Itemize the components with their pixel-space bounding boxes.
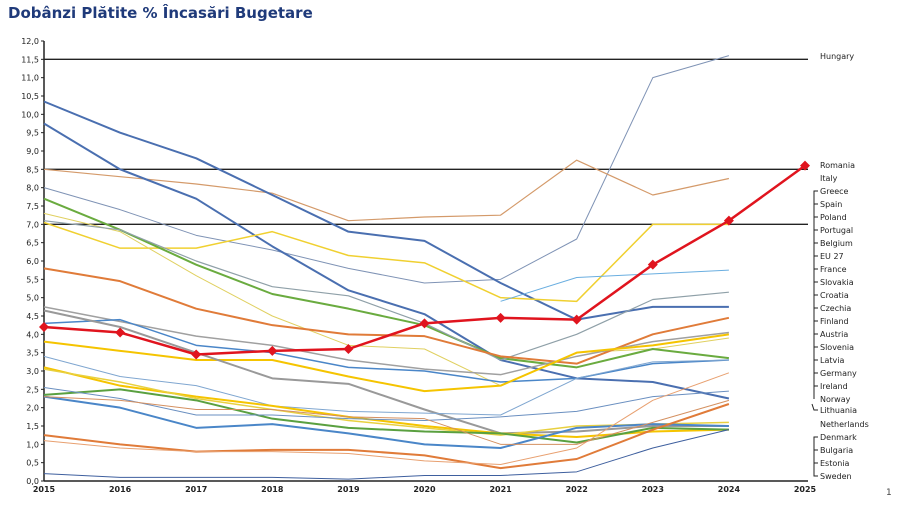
data-point-romania: [723, 215, 734, 226]
series-line: [43, 318, 729, 383]
data-point-romania: [39, 322, 49, 332]
x-tick-label: 2022: [566, 485, 588, 494]
y-tick-label: 11,5: [21, 55, 39, 64]
legend-label-austria: Austria: [820, 330, 848, 339]
series-line: [43, 333, 730, 393]
y-tick-label: 9,5: [26, 129, 39, 138]
series-line-hungary: [43, 55, 730, 284]
data-point-romania: [495, 312, 506, 323]
x-tick-label: 2021: [489, 485, 512, 494]
series-line: [43, 309, 729, 435]
x-tick-label: 2017: [185, 485, 207, 494]
y-tick-label: 7,5: [26, 202, 39, 211]
data-point-romania: [343, 344, 354, 354]
legend-label-finland: Finland: [820, 317, 849, 326]
data-point-romania: [191, 349, 202, 360]
legend-label-hungary: Hungary: [820, 52, 854, 61]
legend-label-ireland: Ireland: [820, 382, 848, 391]
y-tick-label: 2,0: [26, 404, 39, 413]
series-line: [43, 221, 729, 303]
legend-label-croatia: Croatia: [820, 291, 849, 300]
series-line: [43, 372, 730, 465]
y-tick-label: 6,0: [26, 257, 39, 266]
y-tick-label: 0,0: [26, 477, 39, 486]
legend-label-italy: Italy: [820, 174, 838, 183]
x-tick-label: 2015: [33, 485, 56, 494]
series-line: [43, 388, 729, 444]
y-tick-label: 1,0: [26, 440, 39, 449]
data-point-romania: [647, 259, 658, 270]
series-line: [43, 122, 730, 400]
data-point-romania: [800, 160, 810, 171]
legend-label-poland: Poland: [820, 213, 847, 222]
data-point-romania: [115, 327, 126, 338]
x-tick-label: 2024: [718, 485, 741, 494]
series-line: [43, 395, 729, 449]
legend-label-spain: Spain: [820, 200, 842, 209]
legend-label-czechia: Czechia: [820, 304, 851, 313]
y-tick-label: 3,0: [26, 367, 39, 376]
y-tick-label: 8,5: [26, 165, 39, 174]
legend-label-sweden: Sweden: [820, 472, 852, 481]
y-tick-label: 1,5: [26, 422, 39, 431]
y-tick-label: 10,0: [21, 110, 39, 119]
y-tick-label: 5,0: [26, 294, 39, 303]
legend-label-belgium: Belgium: [820, 239, 853, 248]
series-line: [43, 355, 729, 416]
x-tick-label: 2019: [337, 485, 360, 494]
legend-label-lithuania: Lithuania: [820, 406, 857, 415]
x-tick-label: 2023: [642, 485, 664, 494]
legend-label-estonia: Estonia: [820, 459, 850, 468]
legend-label-bulgaria: Bulgaria: [820, 446, 853, 455]
x-tick-label: 2016: [109, 485, 132, 494]
legend-label-denmark: Denmark: [820, 433, 857, 442]
legend-label-latvia: Latvia: [820, 356, 844, 365]
series-line: [43, 212, 729, 387]
x-tick-label: 2020: [413, 485, 436, 494]
legend-label-slovenia: Slovenia: [820, 343, 854, 352]
legend-label-germany: Germany: [820, 369, 857, 378]
data-point-romania: [419, 318, 430, 329]
y-tick-label: 11,0: [21, 74, 39, 83]
y-tick-label: 9,0: [26, 147, 39, 156]
page-number: 1: [886, 488, 892, 498]
legend-label-portugal: Portugal: [820, 226, 853, 235]
series-line: [43, 403, 730, 470]
series-line: [43, 197, 730, 369]
legend-bracket: [811, 403, 818, 411]
y-tick-label: 4,5: [26, 312, 39, 321]
chart-title: Dobânzi Plătite % Încasări Bugetare: [8, 4, 313, 22]
legend-bracket: [813, 436, 818, 477]
series-line-italy: [43, 159, 730, 222]
y-tick-label: 4,0: [26, 330, 39, 339]
y-tick-label: 2,5: [26, 385, 39, 394]
series-line: [500, 269, 729, 302]
y-tick-label: 8,0: [26, 184, 39, 193]
legend-label-greece: Greece: [820, 187, 849, 196]
series-line: [43, 100, 729, 321]
legend-label-eu-27: EU 27: [820, 252, 844, 261]
y-tick-label: 7,0: [26, 220, 39, 229]
legend-label-netherlands: Netherlands: [820, 420, 869, 429]
y-tick-label: 3,5: [26, 349, 39, 358]
series-line: [43, 387, 729, 421]
legend-label-slovakia: Slovakia: [820, 278, 854, 287]
y-tick-label: 6,5: [26, 239, 39, 248]
y-tick-label: 10,5: [21, 92, 39, 101]
series-line: [43, 396, 730, 445]
data-point-romania: [571, 314, 582, 325]
x-tick-label: 2025: [794, 485, 817, 494]
legend-label-romania: Romania: [820, 161, 855, 170]
legend-label-france: France: [820, 265, 847, 274]
series-line: [43, 220, 729, 361]
y-tick-label: 12,0: [21, 37, 39, 46]
x-tick-label: 2018: [261, 485, 284, 494]
data-point-romania: [267, 345, 278, 356]
legend-label-norway: Norway: [820, 395, 851, 404]
y-tick-label: 0,5: [26, 459, 39, 468]
y-tick-label: 5,5: [26, 275, 39, 284]
series-line: [43, 429, 730, 480]
